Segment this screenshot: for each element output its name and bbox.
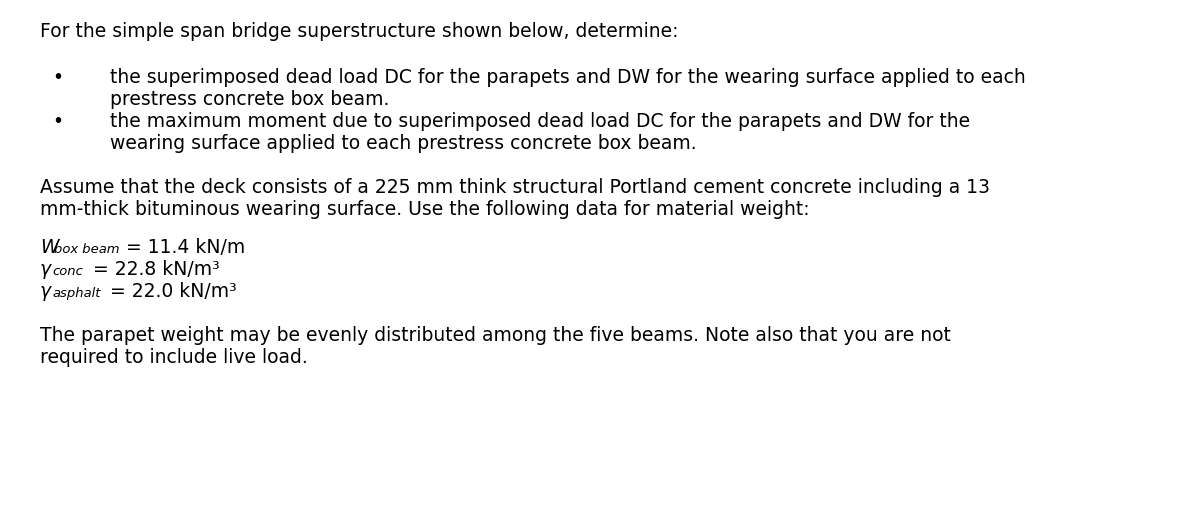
Text: Assume that the deck consists of a 225 mm think structural Portland cement concr: Assume that the deck consists of a 225 m… [40, 178, 990, 197]
Text: γ: γ [40, 260, 52, 279]
Text: W: W [40, 238, 59, 257]
Text: required to include live load.: required to include live load. [40, 348, 307, 367]
Text: = 11.4 kN/m: = 11.4 kN/m [126, 238, 245, 257]
Text: conc: conc [52, 265, 83, 278]
Text: wearing surface applied to each prestress concrete box beam.: wearing surface applied to each prestres… [110, 134, 697, 153]
Text: prestress concrete box beam.: prestress concrete box beam. [110, 90, 389, 109]
Text: The parapet weight may be evenly distributed among the five beams. Note also tha: The parapet weight may be evenly distrib… [40, 326, 950, 345]
Text: •: • [52, 68, 64, 87]
Text: mm-thick bituminous wearing surface. Use the following data for material weight:: mm-thick bituminous wearing surface. Use… [40, 200, 810, 219]
Text: asphalt: asphalt [52, 287, 101, 300]
Text: = 22.8 kN/m³: = 22.8 kN/m³ [94, 260, 220, 279]
Text: the superimposed dead load DC for the parapets and DW for the wearing surface ap: the superimposed dead load DC for the pa… [110, 68, 1026, 87]
Text: •: • [52, 112, 64, 131]
Text: the maximum moment due to superimposed dead load DC for the parapets and DW for : the maximum moment due to superimposed d… [110, 112, 970, 131]
Text: γ: γ [40, 282, 52, 301]
Text: box beam: box beam [54, 243, 120, 256]
Text: = 22.0 kN/m³: = 22.0 kN/m³ [110, 282, 236, 301]
Text: For the simple span bridge superstructure shown below, determine:: For the simple span bridge superstructur… [40, 22, 678, 41]
